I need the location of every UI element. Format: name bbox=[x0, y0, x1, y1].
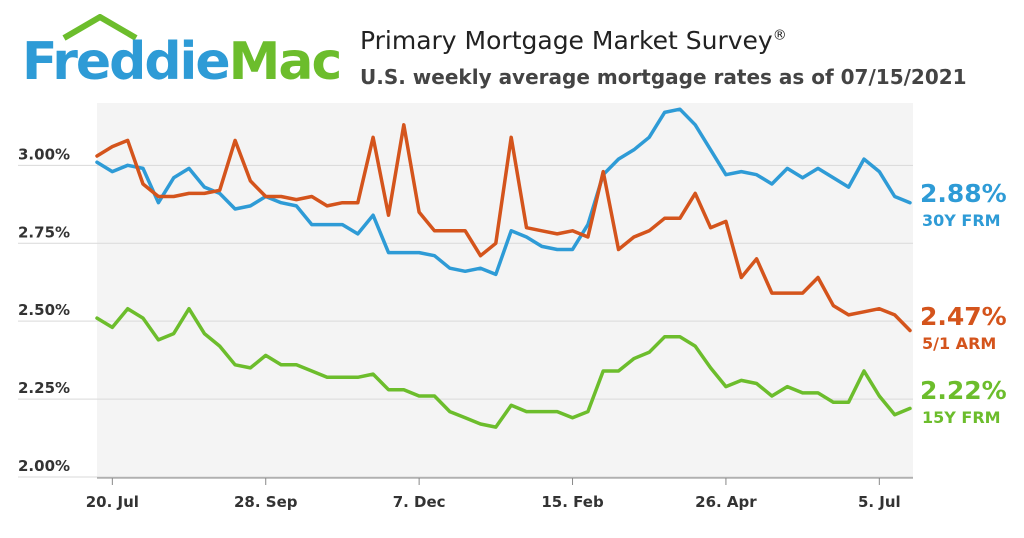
series-line-frm30 bbox=[95, 107, 912, 277]
plot-band bbox=[97, 103, 913, 477]
freddie-mac-logo: FreddieMac bbox=[22, 14, 342, 94]
page-title: Primary Mortgage Market Survey® bbox=[360, 26, 787, 55]
house-roof-icon bbox=[62, 14, 138, 41]
y-tick-label: 2.25% bbox=[18, 379, 70, 397]
x-axis: 20. Jul 28. Sep 7. Dec 15. Feb 26. Apr 5. Jul bbox=[86, 477, 913, 511]
x-tick-label: 26. Apr bbox=[695, 493, 757, 511]
x-tick-label: 7. Dec bbox=[393, 493, 446, 511]
logo-text-freddie: Freddie bbox=[22, 32, 231, 92]
y-grid bbox=[18, 164, 913, 478]
logo-wordmark: FreddieMac bbox=[22, 36, 342, 88]
series-name-frm15: 15Y FRM bbox=[922, 408, 1001, 427]
y-axis: 2.00% 2.25% 2.50% 2.75% 3.00% bbox=[18, 145, 70, 475]
x-tick-label: 5. Jul bbox=[858, 493, 901, 511]
page-subtitle: U.S. weekly average mortgage rates as of… bbox=[360, 65, 967, 89]
x-tick-label: 28. Sep bbox=[234, 493, 298, 511]
logo-text-mac: Mac bbox=[228, 32, 343, 92]
series-lines bbox=[95, 107, 912, 429]
end-labels: 2.88% 30Y FRM 2.47% 5/1 ARM 2.22% 15Y FRM bbox=[920, 179, 1007, 427]
end-value-arm51: 2.47% bbox=[920, 302, 1007, 331]
title-text: Primary Mortgage Market Survey bbox=[360, 26, 773, 55]
series-name-arm51: 5/1 ARM bbox=[922, 334, 996, 353]
series-name-frm30: 30Y FRM bbox=[922, 211, 1001, 230]
x-tick-label: 15. Feb bbox=[541, 493, 604, 511]
y-tick-label: 3.00% bbox=[18, 145, 70, 163]
registered-mark: ® bbox=[772, 27, 787, 44]
plot-background bbox=[97, 103, 913, 477]
series-line-frm15 bbox=[95, 306, 912, 429]
x-tick-label: 20. Jul bbox=[86, 493, 139, 511]
end-value-frm15: 2.22% bbox=[920, 376, 1007, 405]
y-tick-label: 2.75% bbox=[18, 223, 70, 241]
y-tick-label: 2.00% bbox=[18, 457, 70, 475]
end-value-frm30: 2.88% bbox=[920, 179, 1007, 208]
series-line-arm51 bbox=[95, 123, 912, 333]
y-tick-label: 2.50% bbox=[18, 301, 70, 319]
